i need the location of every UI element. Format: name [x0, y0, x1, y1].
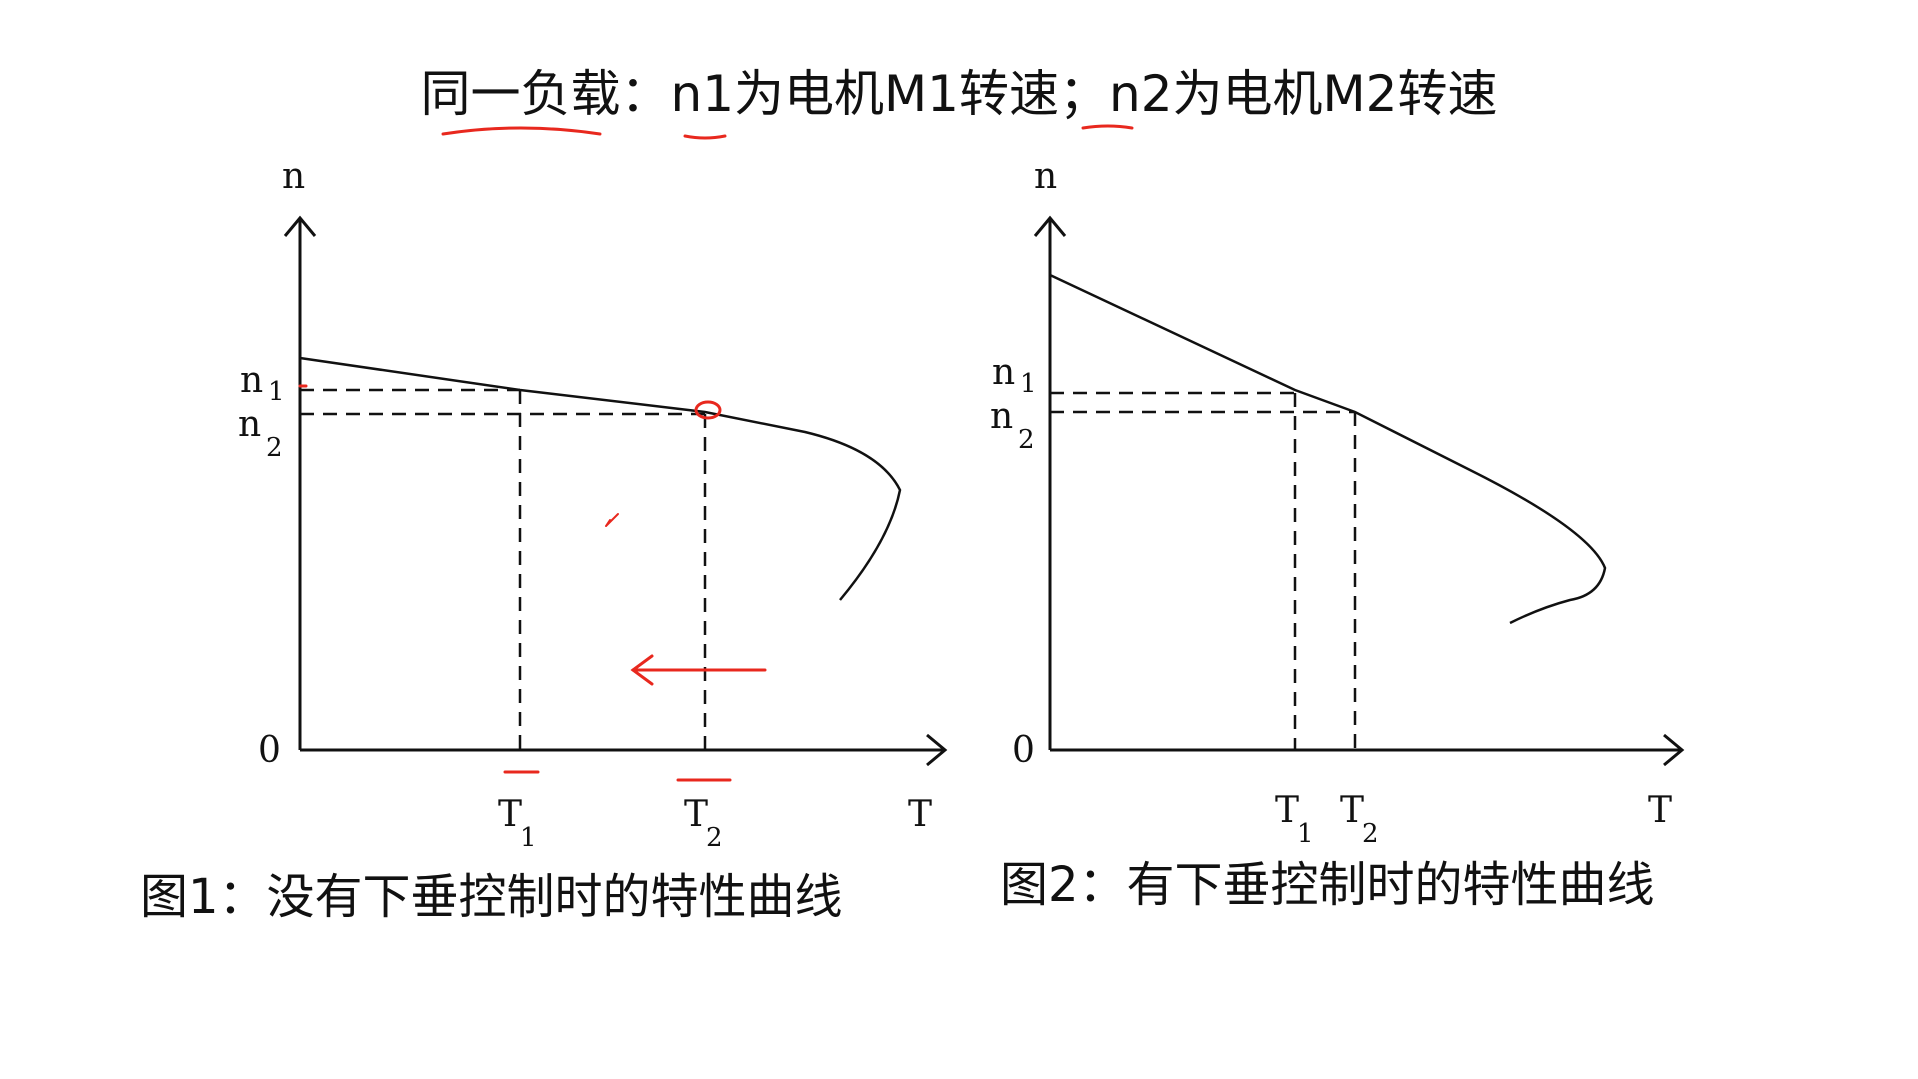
diagram1-y-arrow-icon	[283, 215, 317, 237]
diagram-1: n T 0 n 1 n 2 T 1 T 2	[238, 156, 948, 853]
diagram1-shift-arrow-icon	[630, 654, 654, 686]
diagram-2: n T 0 n 1 n 2 T 1 T 2	[990, 156, 1685, 849]
diagram2-n2-label: n	[990, 396, 1013, 437]
diagram1-n1-label: n	[240, 360, 263, 401]
diagram1-n2-label: n	[238, 404, 261, 445]
diagram1-t2-sub: 2	[706, 823, 723, 853]
diagram2-x-arrow-icon	[1663, 733, 1685, 767]
diagram2-n2-sub: 2	[1018, 425, 1035, 455]
diagram2-t2-label: T	[1340, 790, 1364, 831]
diagram1-axes	[283, 215, 948, 767]
diagram1-characteristic-curve	[299, 356, 902, 601]
diagram1-caption: 图1：没有下垂控制时的特性曲线	[140, 869, 843, 925]
diagram1-x-axis-label: T	[908, 794, 932, 835]
diagram2-origin-label: 0	[1012, 730, 1035, 771]
title-underline-annotations	[441, 124, 1134, 140]
diagram1-dashed-guides	[300, 388, 707, 750]
diagram2-x-axis-label: T	[1648, 790, 1672, 831]
diagram1-operating-point-circle	[694, 400, 722, 420]
diagram2-dashed-guides	[1050, 391, 1357, 750]
diagram2-t2-sub: 2	[1362, 819, 1379, 849]
diagram1-x-arrow-icon	[926, 733, 948, 767]
diagram1-y-axis-label: n	[282, 156, 305, 197]
diagram1-origin-label: 0	[258, 730, 281, 771]
diagram1-t2-label: T	[684, 794, 708, 835]
diagram1-n1-sub: 1	[268, 377, 285, 407]
underline-n2	[1081, 124, 1134, 130]
diagram1-t1-label: T	[498, 794, 522, 835]
diagram2-y-axis-label: n	[1034, 156, 1057, 197]
diagram1-t1-sub: 1	[520, 823, 537, 853]
diagram2-t1-label: T	[1275, 790, 1299, 831]
diagram1-n2-sub: 2	[266, 433, 283, 463]
diagram2-characteristic-curve	[1049, 273, 1607, 625]
page-title: 同一负载：n1为电机M1转速；n2为电机M2转速	[420, 65, 1498, 123]
diagram2-caption: 图2：有下垂控制时的特性曲线	[1000, 857, 1655, 913]
diagram2-n1-sub: 1	[1020, 369, 1037, 399]
diagram2-n1-label: n	[992, 352, 1015, 393]
diagram2-axes	[1033, 215, 1685, 767]
diagram1-red-annotations	[298, 384, 767, 782]
underline-n1	[683, 134, 727, 140]
cursor-pen-icon	[605, 513, 619, 527]
underline-load	[441, 126, 602, 136]
diagram2-t1-sub: 1	[1297, 819, 1314, 849]
diagram2-y-arrow-icon	[1033, 215, 1067, 237]
